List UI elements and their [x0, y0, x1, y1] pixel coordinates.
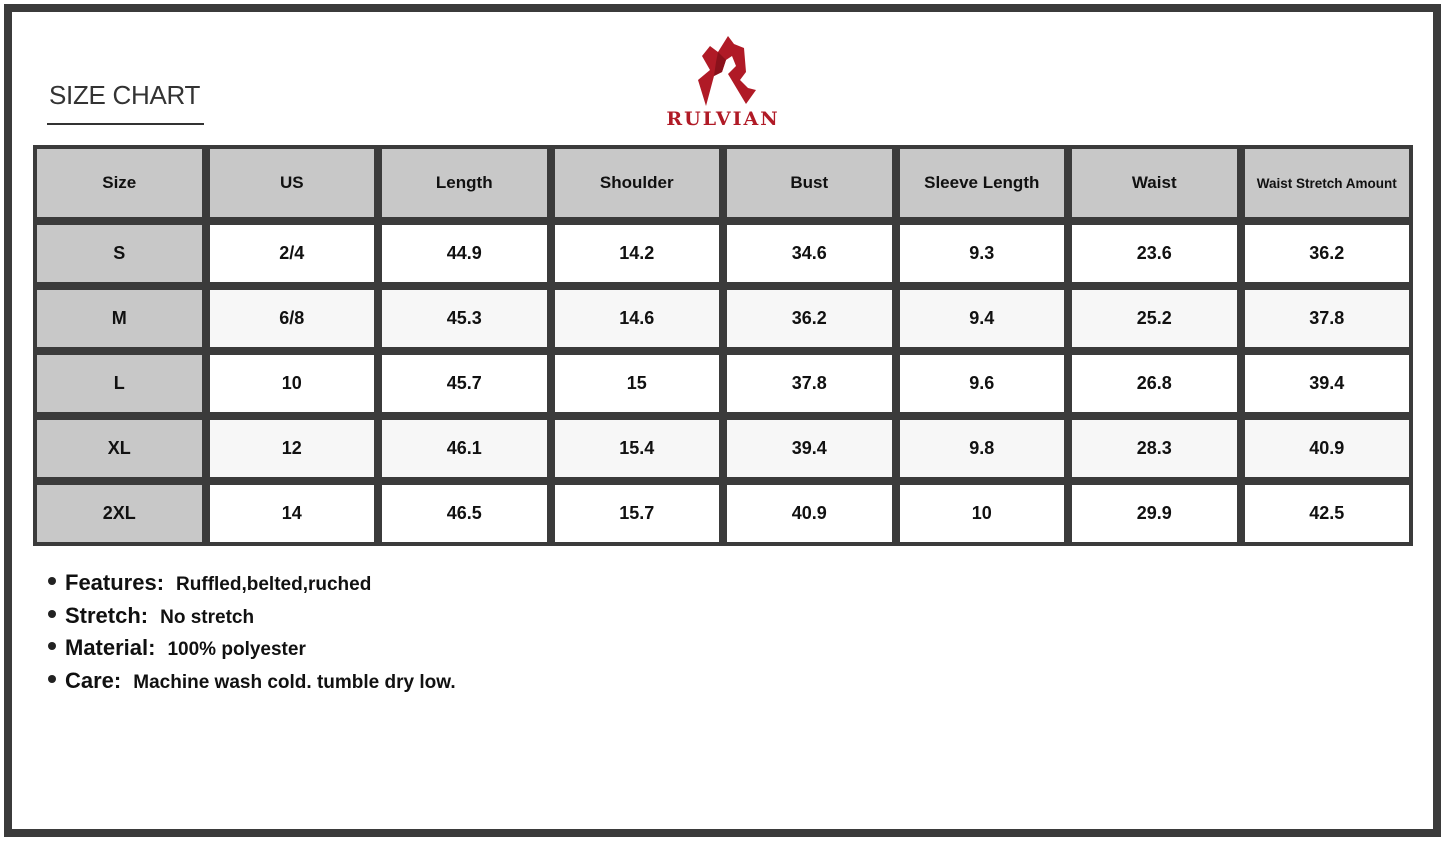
brand-name: RULVIAN [666, 108, 780, 130]
size-label-cell: XL [37, 420, 202, 477]
table-cell: 9.8 [899, 420, 1064, 477]
table-cell: 39.4 [1244, 355, 1409, 412]
table-cell: 26.8 [1072, 355, 1237, 412]
table-cell: 10 [899, 485, 1064, 542]
note-label: Care: [65, 667, 122, 693]
table-cell: 9.3 [899, 225, 1064, 282]
header-cell: Sleeve Length [899, 149, 1064, 217]
page-title: SIZE CHART [49, 80, 201, 110]
table-cell: 12 [209, 420, 374, 477]
size-label-cell: L [37, 355, 202, 412]
product-notes: Features: Ruffled,belted,ruched Stretch: No… [48, 570, 456, 700]
table-cell: 9.6 [899, 355, 1064, 412]
table-cell: 45.3 [382, 290, 547, 347]
note-item: Features: Ruffled,belted,ruched [48, 570, 456, 603]
table-cell: 14.2 [554, 225, 719, 282]
note-label: Material: [65, 635, 156, 660]
bullet-icon [48, 577, 56, 585]
table-cell: 14.6 [554, 290, 719, 347]
table-cell: 45.7 [382, 355, 547, 412]
header-cell: Waist [1072, 149, 1237, 217]
table-cell: 15.4 [554, 420, 719, 477]
bullet-icon [48, 674, 56, 683]
table-cell: 29.9 [1072, 485, 1237, 542]
size-label-cell: 2XL [37, 485, 202, 542]
note-item: Material: 100% polyester [48, 635, 456, 668]
header-cell: Shoulder [554, 149, 719, 217]
bullet-icon [48, 642, 56, 650]
note-value: 100% polyester [167, 639, 306, 660]
table-cell: 25.2 [1072, 290, 1237, 347]
table-cell: 10 [209, 355, 374, 412]
size-table: Size US Length Shoulder Bust Sleeve Length Wai… [33, 145, 1413, 546]
table-cell: 37.8 [1244, 290, 1409, 347]
table-cell: 2/4 [209, 225, 374, 282]
table-cell: 40.9 [727, 485, 892, 542]
header-cell: Waist Stretch Amount [1244, 149, 1409, 217]
table-cell: 36.2 [1244, 225, 1409, 282]
note-value: Machine wash cold. tumble dry low. [133, 671, 456, 693]
table-cell: 15.7 [554, 485, 719, 542]
table-cell: 46.1 [382, 420, 547, 477]
table-cell: 15 [554, 355, 719, 412]
table-cell: 36.2 [727, 290, 892, 347]
brand-logo: RULVIAN [656, 34, 790, 130]
note-value: No stretch [160, 606, 255, 628]
header-cell: US [209, 149, 374, 217]
table-cell: 28.3 [1072, 420, 1237, 477]
table-cell: 23.6 [1072, 225, 1237, 282]
table-cell: 14 [209, 485, 374, 542]
note-value: Ruffled,belted,ruched [176, 574, 372, 595]
note-item: Stretch: No stretch [48, 603, 456, 636]
note-label: Stretch: [65, 602, 149, 628]
table-cell: 39.4 [727, 420, 892, 477]
table-cell: 44.9 [382, 225, 547, 282]
header-cell: Bust [727, 149, 892, 217]
table-cell: 34.6 [727, 225, 892, 282]
table-cell: 46.5 [382, 485, 547, 542]
note-item: Care: Machine wash cold. tumble dry low. [48, 668, 456, 701]
bullet-icon [48, 609, 56, 618]
r-logo-icon [698, 36, 756, 106]
title-underline [47, 123, 204, 125]
note-label: Features: [65, 570, 165, 595]
size-label-cell: S [37, 225, 202, 282]
table-cell: 9.4 [899, 290, 1064, 347]
size-label-cell: M [37, 290, 202, 347]
header-cell: Size [37, 149, 202, 217]
table-cell: 40.9 [1244, 420, 1409, 477]
table-cell: 42.5 [1244, 485, 1409, 542]
table-cell: 37.8 [727, 355, 892, 412]
header-cell: Length [382, 149, 547, 217]
table-cell: 6/8 [209, 290, 374, 347]
